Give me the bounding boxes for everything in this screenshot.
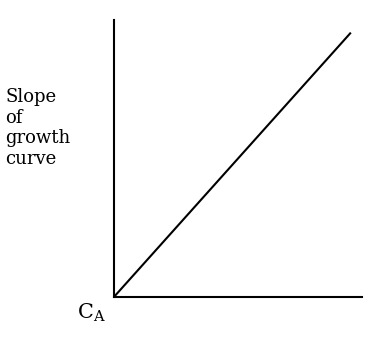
Text: $\mathregular{C_A}$: $\mathregular{C_A}$ — [77, 301, 106, 324]
Text: Slope
of
growth
curve: Slope of growth curve — [5, 88, 71, 168]
